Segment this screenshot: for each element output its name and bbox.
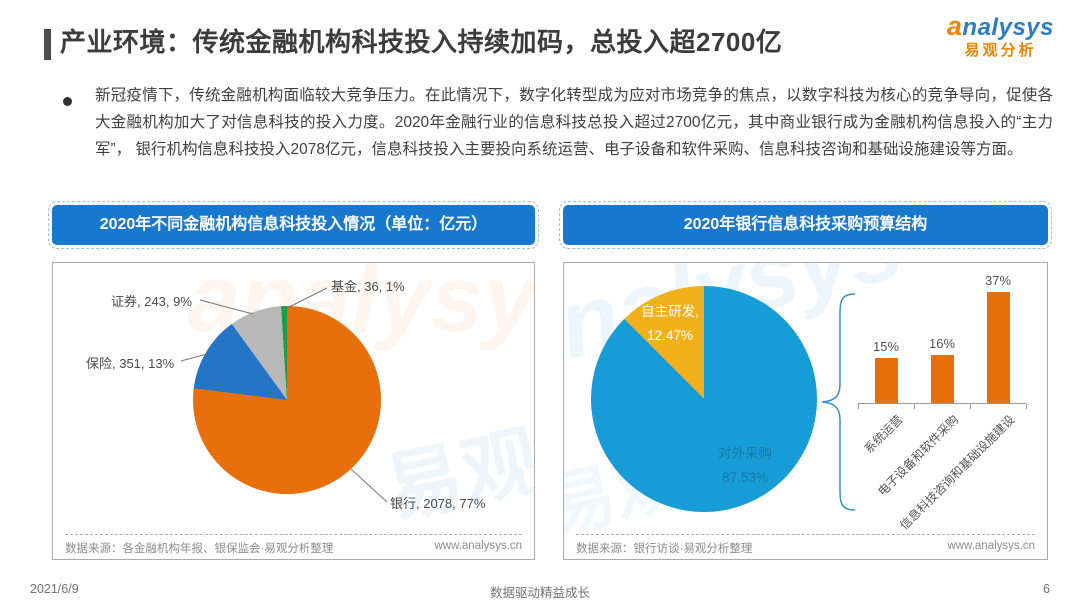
footer-date: 2021/6/9 <box>30 582 79 596</box>
right-chart-title-banner: 2020年银行信息科技采购预算结构 <box>559 201 1052 249</box>
axis-tick <box>858 404 859 409</box>
page-title: 产业环境：传统金融机构科技投入持续加码，总投入超2700亿 <box>60 27 783 57</box>
bar-value-label: 15% <box>872 339 900 354</box>
left-chart-title-banner: 2020年不同金融机构信息科技投入情况（单位：亿元） <box>48 201 539 249</box>
website-right: www.analysys.cn <box>947 540 1035 552</box>
footer-slogan: 数据驱动精益成长 <box>489 586 590 600</box>
data-source-left: 数据来源：各金融机构年报、银保监会·易观分析整理 <box>65 543 334 555</box>
analysys-chinese-name: 易观分析 <box>964 41 1037 59</box>
left-pie <box>193 306 381 494</box>
axis-tick <box>1026 404 1027 409</box>
axis-tick <box>914 404 915 409</box>
pie-label-bank: 银行, 2078, 77% <box>390 496 486 511</box>
bar-value-label: 16% <box>928 336 956 351</box>
bar-consulting-infrastructure <box>986 292 1010 403</box>
data-source-right: 数据来源：银行访谈·易观分析整理 <box>576 543 753 555</box>
source-divider <box>576 534 1035 535</box>
pie-label-insurance: 保险, 351, 13% <box>86 356 175 371</box>
bullet-icon <box>63 97 72 106</box>
pie-label-self-developed: 自主研发, 12.47% <box>641 304 699 344</box>
x-axis <box>858 403 1026 404</box>
pie-label-fund: 基金, 36, 1% <box>331 279 405 294</box>
axis-tick <box>970 404 971 409</box>
page-number: 6 <box>1043 582 1050 596</box>
leader-line-bank <box>350 468 388 503</box>
leader-line-fund <box>286 287 328 309</box>
right-chart-panel: analysys 易观 自主研发, 12.47% 对外采购 87.53% 15%… <box>563 262 1048 560</box>
bar-value-label: 37% <box>984 273 1012 288</box>
website-left: www.analysys.cn <box>434 540 522 552</box>
left-chart-panel: analysys 易观 基金, 36, 1% 证券, 243, 9% 保险, 3… <box>52 262 535 560</box>
leader-line-insurance <box>180 353 208 362</box>
bar-system-operation <box>874 358 898 403</box>
pie-label-securities: 证券, 243, 9% <box>111 294 192 309</box>
analysys-wordmark: analysys <box>946 11 1054 41</box>
source-divider <box>65 534 522 535</box>
title-accent-bar <box>44 29 51 60</box>
leader-lines <box>180 287 388 503</box>
bar-equipment-software <box>930 355 954 403</box>
summary-paragraph: 新冠疫情下，传统金融机构面临较大竞争压力。在此情况下，数字化转型成为应对市场竞争… <box>95 87 1053 158</box>
leader-line-securities <box>199 299 254 315</box>
analysys-logo: analysys 易观分析 <box>947 12 1054 59</box>
right-pie <box>591 286 817 512</box>
pie-label-external-procurement: 对外采购 87.53% <box>718 446 772 486</box>
curly-brace <box>821 293 856 511</box>
